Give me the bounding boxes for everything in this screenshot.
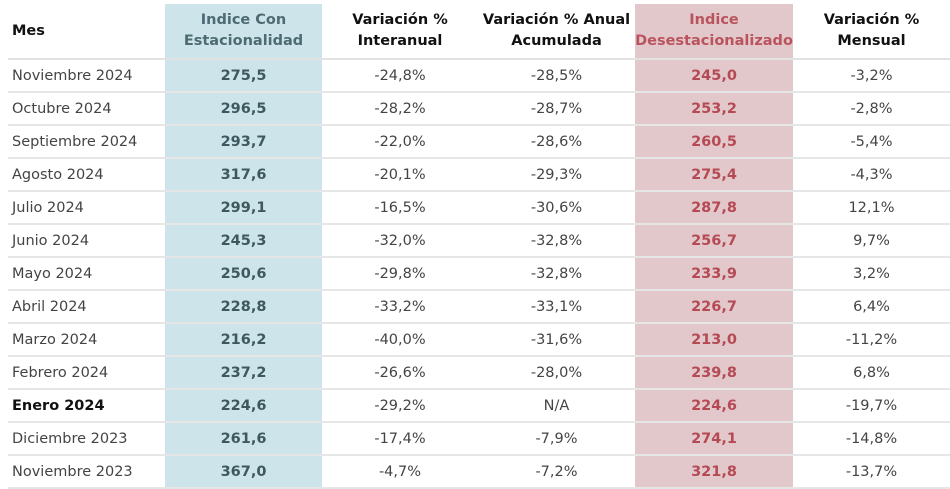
cell-deseasonalized-index: 233,9 (635, 257, 793, 291)
cell-seasonal-index: 317,6 (165, 158, 322, 192)
cell-seasonal-index: 228,8 (165, 290, 322, 324)
cell-month: Abril 2024 (8, 290, 165, 324)
cell-month: Noviembre 2024 (8, 59, 165, 93)
cell-monthly-variation: 12,1% (793, 191, 950, 225)
cell-annual-cumulative-variation: -28,6% (478, 125, 635, 159)
cell-interannual-variation: -16,5% (322, 191, 478, 225)
cell-deseasonalized-index: 226,7 (635, 290, 793, 324)
cell-monthly-variation: 3,2% (793, 257, 950, 291)
cell-seasonal-index: 250,6 (165, 257, 322, 291)
cell-annual-cumulative-variation: -28,5% (478, 59, 635, 93)
cell-month: Octubre 2024 (8, 92, 165, 126)
cell-monthly-variation: -2,8% (793, 92, 950, 126)
cell-interannual-variation: -32,0% (322, 224, 478, 258)
table-row: Julio 2024 299,1 -16,5% -30,6% 287,8 12,1% (8, 191, 950, 225)
cell-seasonal-index: 275,5 (165, 59, 322, 93)
cell-deseasonalized-index: 260,5 (635, 125, 793, 159)
cell-month: Diciembre 2023 (8, 422, 165, 456)
cell-monthly-variation: -13,7% (793, 455, 950, 489)
cell-seasonal-index: 216,2 (165, 323, 322, 357)
table-row: Agosto 2024 317,6 -20,1% -29,3% 275,4 -4,3% (8, 158, 950, 192)
cell-annual-cumulative-variation: -29,3% (478, 158, 635, 192)
cell-month: Junio 2024 (8, 224, 165, 258)
header-annual-cumulative-variation: Variación % Anual Acumulada (478, 4, 635, 60)
cell-deseasonalized-index: 239,8 (635, 356, 793, 390)
cell-interannual-variation: -24,8% (322, 59, 478, 93)
cell-monthly-variation: -3,2% (793, 59, 950, 93)
table-row: Mayo 2024 250,6 -29,8% -32,8% 233,9 3,2% (8, 257, 950, 291)
table-row: Noviembre 2023 367,0 -4,7% -7,2% 321,8 -13,7% (8, 455, 950, 489)
cell-monthly-variation: -14,8% (793, 422, 950, 456)
header-monthly-variation: Variación % Mensual (793, 4, 950, 60)
cell-interannual-variation: -28,2% (322, 92, 478, 126)
cell-annual-cumulative-variation: N/A (478, 389, 635, 423)
header-row: Mes Indice Con Estacionalidad Variación % … (8, 4, 950, 60)
table-row: Diciembre 2023 261,6 -17,4% -7,9% 274,1 -14,8… (8, 422, 950, 456)
cell-annual-cumulative-variation: -30,6% (478, 191, 635, 225)
cell-annual-cumulative-variation: -7,9% (478, 422, 635, 456)
cell-deseasonalized-index: 224,6 (635, 389, 793, 423)
cell-interannual-variation: -17,4% (322, 422, 478, 456)
cell-annual-cumulative-variation: -32,8% (478, 257, 635, 291)
cell-interannual-variation: -40,0% (322, 323, 478, 357)
cell-annual-cumulative-variation: -32,8% (478, 224, 635, 258)
cell-interannual-variation: -26,6% (322, 356, 478, 390)
cell-seasonal-index: 224,6 (165, 389, 322, 423)
cell-month: Febrero 2024 (8, 356, 165, 390)
table-row: Marzo 2024 216,2 -40,0% -31,6% 213,0 -11,2% (8, 323, 950, 357)
cell-seasonal-index: 296,5 (165, 92, 322, 126)
cell-month: Noviembre 2023 (8, 455, 165, 489)
cell-monthly-variation: -5,4% (793, 125, 950, 159)
header-interannual-variation: Variación % Interanual (322, 4, 478, 60)
cell-interannual-variation: -29,2% (322, 389, 478, 423)
cell-month: Agosto 2024 (8, 158, 165, 192)
cell-month: Julio 2024 (8, 191, 165, 225)
cell-annual-cumulative-variation: -33,1% (478, 290, 635, 324)
cell-month: Marzo 2024 (8, 323, 165, 357)
header-seasonal-index: Indice Con Estacionalidad (165, 4, 322, 60)
cell-month: Septiembre 2024 (8, 125, 165, 159)
cell-annual-cumulative-variation: -28,7% (478, 92, 635, 126)
cell-interannual-variation: -33,2% (322, 290, 478, 324)
table-row: Octubre 2024 296,5 -28,2% -28,7% 253,2 -2,8% (8, 92, 950, 126)
cell-deseasonalized-index: 287,8 (635, 191, 793, 225)
cell-seasonal-index: 293,7 (165, 125, 322, 159)
table-row: Septiembre 2024 293,7 -22,0% -28,6% 260,5 -5,… (8, 125, 950, 159)
cell-month: Mayo 2024 (8, 257, 165, 291)
cell-monthly-variation: 6,4% (793, 290, 950, 324)
cell-deseasonalized-index: 256,7 (635, 224, 793, 258)
table-row: Junio 2024 245,3 -32,0% -32,8% 256,7 9,7% (8, 224, 950, 258)
index-table: Mes Indice Con Estacionalidad Variación % … (8, 4, 950, 489)
table-row: Febrero 2024 237,2 -26,6% -28,0% 239,8 6,8% (8, 356, 950, 390)
cell-annual-cumulative-variation: -28,0% (478, 356, 635, 390)
cell-deseasonalized-index: 213,0 (635, 323, 793, 357)
cell-monthly-variation: -4,3% (793, 158, 950, 192)
cell-interannual-variation: -22,0% (322, 125, 478, 159)
table-row: Enero 2024 224,6 -29,2% N/A 224,6 -19,7% (8, 389, 950, 423)
cell-interannual-variation: -4,7% (322, 455, 478, 489)
cell-deseasonalized-index: 274,1 (635, 422, 793, 456)
cell-deseasonalized-index: 321,8 (635, 455, 793, 489)
cell-seasonal-index: 261,6 (165, 422, 322, 456)
cell-annual-cumulative-variation: -7,2% (478, 455, 635, 489)
cell-deseasonalized-index: 245,0 (635, 59, 793, 93)
cell-interannual-variation: -29,8% (322, 257, 478, 291)
table-row: Noviembre 2024 275,5 -24,8% -28,5% 245,0 -3,2… (8, 59, 950, 93)
cell-monthly-variation: 9,7% (793, 224, 950, 258)
cell-monthly-variation: 6,8% (793, 356, 950, 390)
cell-month: Enero 2024 (8, 389, 165, 423)
cell-seasonal-index: 237,2 (165, 356, 322, 390)
table-row: Abril 2024 228,8 -33,2% -33,1% 226,7 6,4% (8, 290, 950, 324)
cell-monthly-variation: -19,7% (793, 389, 950, 423)
cell-seasonal-index: 367,0 (165, 455, 322, 489)
cell-deseasonalized-index: 253,2 (635, 92, 793, 126)
cell-deseasonalized-index: 275,4 (635, 158, 793, 192)
cell-annual-cumulative-variation: -31,6% (478, 323, 635, 357)
cell-monthly-variation: -11,2% (793, 323, 950, 357)
header-month: Mes (8, 4, 165, 60)
cell-interannual-variation: -20,1% (322, 158, 478, 192)
header-deseasonalized-index: Indice Desestacionalizado (635, 4, 793, 60)
cell-seasonal-index: 245,3 (165, 224, 322, 258)
cell-seasonal-index: 299,1 (165, 191, 322, 225)
